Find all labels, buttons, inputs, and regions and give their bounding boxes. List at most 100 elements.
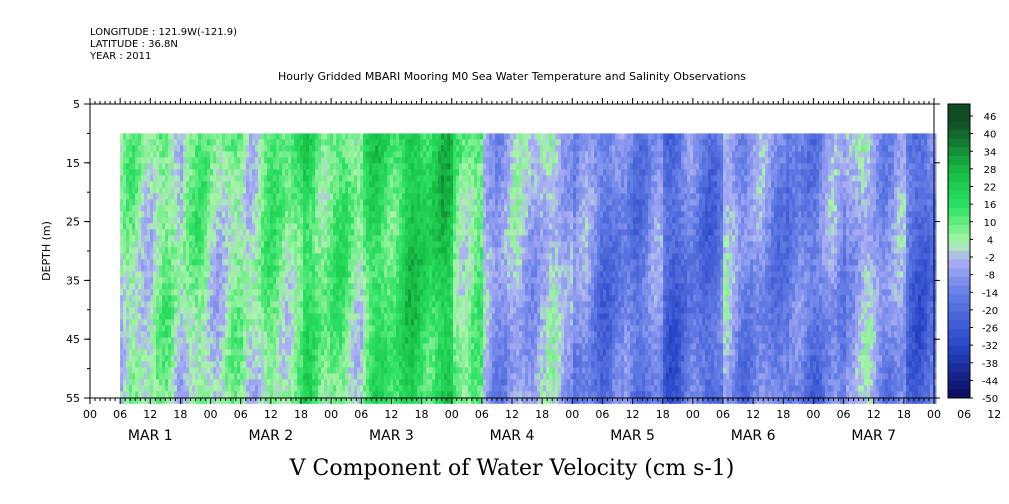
heat-cell [360, 277, 364, 284]
heat-cell [375, 223, 379, 230]
heat-cell [354, 301, 358, 308]
heat-cell [210, 163, 214, 170]
heat-cell [273, 325, 277, 332]
heat-cell [372, 157, 376, 164]
heat-cell [321, 391, 325, 398]
heat-cell [330, 385, 334, 392]
heat-cell [450, 337, 454, 344]
heat-cell [237, 181, 241, 188]
heat-cell [264, 133, 268, 140]
heat-cell [315, 259, 319, 266]
heat-cell [138, 229, 142, 236]
heat-cell [306, 355, 310, 362]
heat-cell [126, 241, 130, 248]
heat-cell [324, 145, 328, 152]
heat-cell [219, 391, 223, 398]
heat-cell [297, 145, 301, 152]
heat-cell [138, 325, 142, 332]
heat-cell [303, 175, 307, 182]
heat-cell [264, 187, 268, 194]
heat-cell [120, 355, 124, 362]
heat-cell [402, 247, 406, 254]
heat-cell [216, 181, 220, 188]
heat-cell [429, 223, 433, 230]
heat-cell [183, 373, 187, 380]
heat-cell [435, 163, 439, 170]
heat-cell [363, 343, 367, 350]
heat-cell [360, 289, 364, 296]
heat-cell [375, 361, 379, 368]
heat-cell [285, 157, 289, 164]
heat-cell [210, 133, 214, 140]
heat-cell [327, 223, 331, 230]
heat-cell [348, 295, 352, 302]
heat-cell [324, 217, 328, 224]
heat-cell [273, 373, 277, 380]
heat-cell [216, 211, 220, 218]
heat-cell [174, 247, 178, 254]
heat-cell [144, 277, 148, 284]
heat-cell [183, 241, 187, 248]
heat-cell [282, 229, 286, 236]
heat-cell [219, 181, 223, 188]
heat-cell [354, 373, 358, 380]
heat-cell [354, 235, 358, 242]
heat-cell [441, 253, 445, 260]
heat-cell [333, 385, 337, 392]
heat-cell [447, 367, 451, 374]
heat-cell [432, 229, 436, 236]
heat-cell [306, 313, 310, 320]
heat-cell [390, 175, 394, 182]
heat-cell [318, 349, 322, 356]
heat-cell [243, 349, 247, 356]
heat-cell [396, 187, 400, 194]
heat-cell [207, 295, 211, 302]
heat-cell [309, 307, 313, 314]
heat-cell [201, 181, 205, 188]
heat-cell [312, 271, 316, 278]
heat-cell [402, 145, 406, 152]
heat-cell [348, 397, 352, 404]
heat-cell [384, 205, 388, 212]
heat-cell [441, 241, 445, 248]
heat-cell [366, 175, 370, 182]
heat-cell [150, 319, 154, 326]
heat-cell [201, 217, 205, 224]
heat-cell [288, 307, 292, 314]
heat-cell [393, 319, 397, 326]
heat-cell [258, 307, 262, 314]
heat-cell [408, 355, 412, 362]
heat-cell [375, 199, 379, 206]
heat-cell [279, 343, 283, 350]
heat-cell [369, 247, 373, 254]
heat-cell [306, 307, 310, 314]
heat-cell [444, 283, 448, 290]
heat-cell [192, 163, 196, 170]
heat-cell [270, 193, 274, 200]
heat-cell [423, 271, 427, 278]
heat-cell [258, 379, 262, 386]
heat-cell [132, 319, 136, 326]
heat-cell [420, 139, 424, 146]
heat-cell [141, 163, 145, 170]
heat-cell [288, 295, 292, 302]
heat-cell [171, 355, 175, 362]
heat-cell [306, 331, 310, 338]
heat-cell [351, 301, 355, 308]
heat-cell [306, 271, 310, 278]
heat-cell [372, 169, 376, 176]
heat-cell [414, 175, 418, 182]
heat-cell [426, 211, 430, 218]
heat-cell [432, 205, 436, 212]
heat-cell [132, 271, 136, 278]
heat-cell [342, 193, 346, 200]
heat-cell [267, 265, 271, 272]
heat-cell [150, 271, 154, 278]
heat-cell [390, 259, 394, 266]
heat-cell [186, 337, 190, 344]
heat-cell [198, 265, 202, 272]
heat-cell [189, 241, 193, 248]
heat-cell [213, 211, 217, 218]
heat-cell [171, 133, 175, 140]
heat-cell [450, 223, 454, 230]
